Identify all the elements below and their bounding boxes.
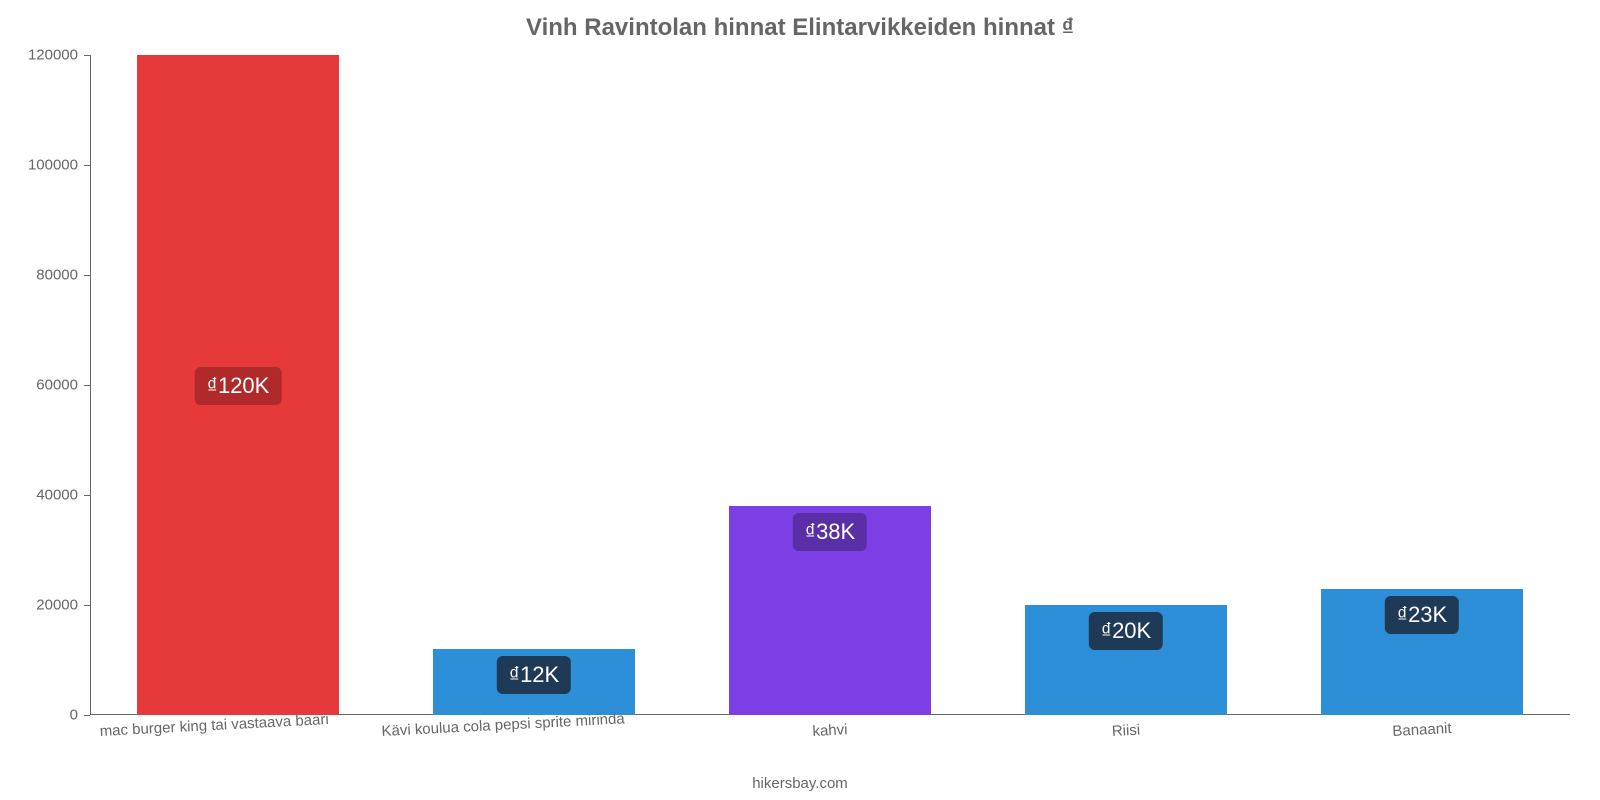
plot-area: 020000400006000080000100000120000₫120Kma… <box>90 55 1570 715</box>
ytick-label: 60000 <box>0 377 78 394</box>
bar-value-label: ₫120K <box>195 367 282 405</box>
ytick-mark <box>84 165 90 166</box>
bar-value-label: ₫20K <box>1089 612 1163 650</box>
ytick-label: 0 <box>0 707 78 724</box>
ytick-mark <box>84 495 90 496</box>
ytick-label: 80000 <box>0 267 78 284</box>
ytick-label: 100000 <box>0 157 78 174</box>
xtick-label: Banaanit <box>1392 720 1452 740</box>
ytick-mark <box>84 275 90 276</box>
bar-value-label: ₫23K <box>1385 596 1459 634</box>
chart-footer: hikersbay.com <box>0 775 1600 792</box>
chart-title: Vinh Ravintolan hinnat Elintarvikkeiden … <box>0 14 1600 42</box>
ytick-label: 120000 <box>0 47 78 64</box>
ytick-label: 40000 <box>0 487 78 504</box>
ytick-mark <box>84 605 90 606</box>
ytick-mark <box>84 55 90 56</box>
bar-value-label: ₫38K <box>793 513 867 551</box>
xtick-label: mac burger king tai vastaava baari <box>99 711 329 740</box>
ytick-mark <box>84 715 90 716</box>
ytick-label: 20000 <box>0 597 78 614</box>
xtick-label: Riisi <box>1111 722 1140 740</box>
y-axis-line <box>90 55 91 715</box>
price-bar-chart: Vinh Ravintolan hinnat Elintarvikkeiden … <box>0 0 1600 800</box>
bar-value-label: ₫12K <box>497 656 571 694</box>
ytick-mark <box>84 385 90 386</box>
xtick-label: kahvi <box>812 721 848 740</box>
